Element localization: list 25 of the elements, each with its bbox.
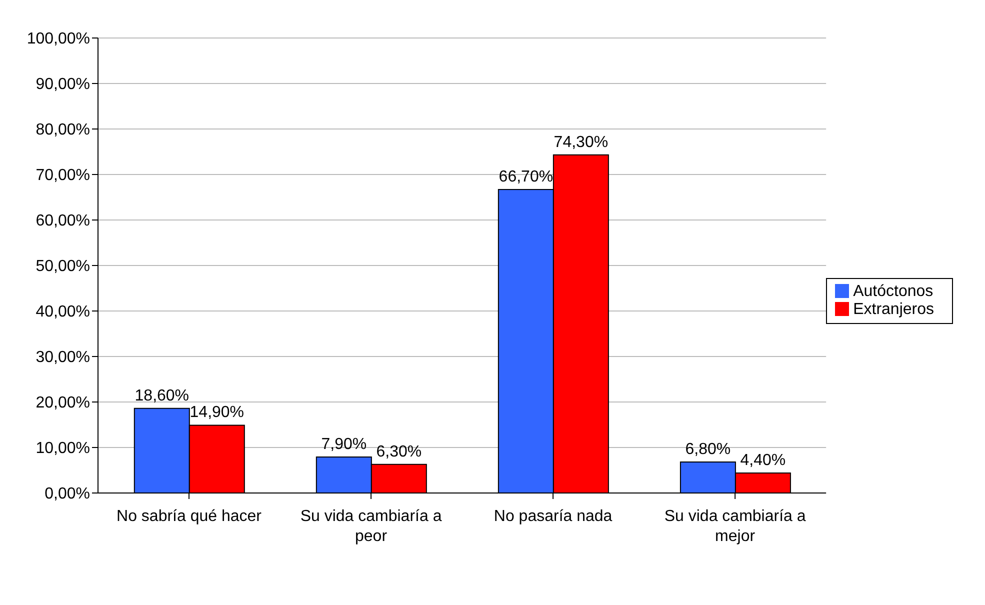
y-tick-label: 40,00% [36, 304, 90, 321]
y-tick-label: 70,00% [36, 167, 90, 184]
y-tick-label: 100,00% [26, 30, 90, 48]
data-label: 4,40% [740, 452, 786, 469]
y-tick-label: 20,00% [36, 394, 90, 412]
data-label: 7,90% [321, 436, 367, 454]
x-tick-label: Su vida cambiaría a mejor [664, 508, 806, 545]
y-tick-label: 80,00% [36, 122, 90, 139]
data-label: 6,30% [376, 443, 422, 460]
data-label: 66,70% [498, 168, 554, 186]
data-label: 74,30% [554, 134, 608, 151]
y-tick-label: 30,00% [36, 349, 90, 366]
y-tick-label: 0,00% [44, 486, 90, 503]
x-tick-label: No sabría qué hacer [116, 508, 262, 525]
y-tick-label: 60,00% [36, 212, 90, 230]
x-tick-label: Su vida cambiaría a peor [300, 508, 442, 545]
legend-label: Autóctonos [853, 282, 934, 300]
x-tick-label: No pasaría nada [494, 508, 612, 525]
data-label: 18,60% [134, 387, 190, 404]
y-tick-label: 50,00% [36, 258, 90, 276]
data-label: 6,80% [685, 441, 731, 458]
data-label: 14,90% [190, 404, 244, 422]
y-tick-label: 90,00% [36, 76, 90, 94]
y-tick-label: 10,00% [36, 440, 90, 458]
legend-label: Extranjeros [853, 300, 934, 318]
